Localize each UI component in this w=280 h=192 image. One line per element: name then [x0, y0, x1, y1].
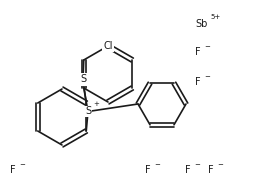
- Text: −: −: [204, 74, 210, 80]
- Text: F: F: [195, 47, 201, 57]
- Text: F: F: [10, 165, 16, 175]
- Text: +: +: [93, 102, 99, 108]
- Text: −: −: [154, 162, 160, 168]
- Text: S: S: [85, 107, 91, 117]
- Text: −: −: [19, 162, 25, 168]
- Text: 5+: 5+: [210, 14, 220, 20]
- Text: Sb: Sb: [195, 19, 207, 29]
- Text: −: −: [204, 44, 210, 50]
- Text: −: −: [217, 162, 223, 168]
- Text: F: F: [185, 165, 191, 175]
- Text: F: F: [145, 165, 151, 175]
- Text: −: −: [194, 162, 200, 168]
- Text: F: F: [195, 77, 201, 87]
- Text: Cl: Cl: [103, 41, 113, 51]
- Text: S: S: [80, 74, 86, 84]
- Text: F: F: [208, 165, 214, 175]
